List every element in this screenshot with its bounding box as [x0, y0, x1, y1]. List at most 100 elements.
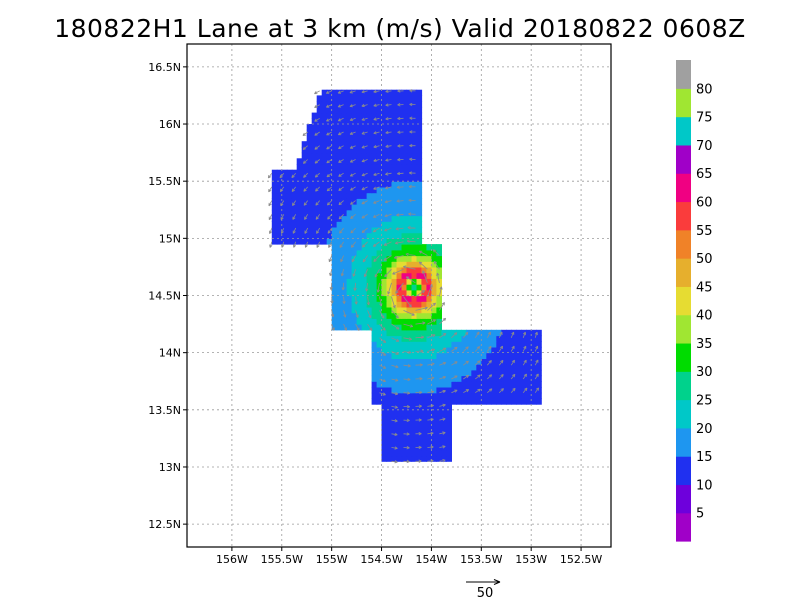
wind-cell — [436, 352, 442, 359]
wind-cell — [411, 266, 418, 274]
wind-cell — [341, 169, 348, 176]
wind-cell — [371, 312, 378, 319]
wind-cell — [321, 124, 328, 131]
wind-cell — [301, 175, 308, 182]
wind-cell — [336, 255, 343, 262]
wind-vector — [385, 117, 392, 121]
wind-cell — [396, 204, 403, 211]
wind-vector — [439, 417, 446, 421]
wind-cell — [411, 284, 418, 291]
wind-cell — [401, 226, 408, 234]
wind-cell — [506, 346, 512, 354]
lat-tick-label: 15.5N — [148, 175, 181, 188]
wind-cell — [306, 181, 313, 188]
wind-cell — [391, 329, 398, 337]
wind-cell — [381, 164, 388, 171]
wind-cell — [411, 415, 418, 422]
wind-cell — [331, 215, 338, 222]
colorbar-swatch — [676, 201, 691, 231]
wind-vector — [331, 323, 335, 331]
wind-vector — [314, 131, 320, 136]
wind-cell — [411, 455, 418, 462]
wind-cell — [496, 358, 502, 365]
wind-cell — [511, 335, 517, 342]
wind-cell — [406, 289, 413, 297]
wind-cell — [496, 387, 502, 394]
wind-cell — [501, 358, 507, 365]
wind-cell — [356, 152, 363, 159]
wind-cell — [351, 204, 358, 211]
wind-cell — [356, 198, 363, 205]
wind-cell — [431, 369, 437, 377]
wind-vector — [338, 186, 344, 191]
wind-cell — [406, 415, 413, 422]
wind-cell — [431, 272, 437, 279]
wind-cell — [486, 335, 492, 342]
wind-cell — [371, 335, 378, 342]
wind-cell — [296, 226, 303, 234]
wind-cell — [401, 238, 408, 245]
wind-cell — [346, 198, 353, 205]
wind-cell — [536, 381, 542, 388]
wind-vector — [409, 89, 416, 93]
wind-cell — [296, 181, 303, 188]
wind-vector — [409, 130, 416, 134]
wind-vector — [499, 388, 504, 393]
wind-cell — [301, 192, 308, 199]
wind-cell — [271, 215, 278, 222]
wind-cell — [321, 164, 328, 171]
wind-cell — [361, 146, 368, 154]
wind-vector — [397, 144, 404, 148]
wind-vector — [406, 239, 416, 243]
wind-cell — [381, 335, 388, 342]
wind-cell — [351, 192, 358, 199]
wind-cell — [281, 238, 288, 245]
wind-cell — [371, 112, 378, 119]
wind-cell — [376, 221, 383, 228]
wind-vector — [379, 351, 387, 356]
wind-cell — [361, 164, 368, 171]
wind-cell — [281, 192, 288, 199]
wind-cell — [366, 124, 373, 131]
wind-cell — [341, 152, 348, 159]
wind-cell — [436, 324, 442, 331]
wind-cell — [346, 272, 353, 279]
wind-cell — [381, 244, 388, 251]
lon-tick-label: 155.5W — [261, 553, 303, 566]
wind-cell — [306, 238, 313, 245]
wind-cell — [376, 324, 383, 331]
wind-vector — [427, 445, 434, 449]
wind-cell — [411, 249, 418, 257]
wind-cell — [431, 449, 437, 457]
wind-vector — [451, 361, 458, 366]
wind-cell — [371, 329, 378, 337]
wind-vector — [451, 375, 458, 380]
wind-cell — [401, 101, 408, 108]
wind-cell — [431, 381, 437, 388]
wind-cell — [416, 209, 423, 217]
wind-vector — [385, 130, 392, 135]
wind-cell — [391, 421, 398, 428]
wind-cell — [371, 358, 378, 365]
wind-cell — [401, 421, 408, 428]
wind-cell — [416, 295, 423, 302]
wind-vector — [409, 157, 416, 161]
wind-cell — [371, 352, 378, 359]
wind-vector — [439, 302, 445, 311]
wind-cell — [421, 318, 427, 325]
wind-cell — [396, 346, 403, 354]
wind-cell — [531, 381, 537, 388]
wind-cell — [436, 421, 442, 428]
wind-vector — [415, 459, 422, 463]
wind-cell — [371, 381, 378, 388]
wind-vector — [337, 104, 344, 108]
wind-cell — [346, 249, 353, 257]
wind-cell — [381, 312, 388, 319]
colorbar-label: 75 — [696, 111, 713, 126]
wind-cell — [411, 369, 418, 377]
wind-cell — [391, 175, 398, 182]
wind-cell — [331, 204, 338, 211]
wind-vector — [361, 131, 368, 135]
wind-cell — [411, 158, 418, 165]
wind-cell — [401, 404, 408, 411]
